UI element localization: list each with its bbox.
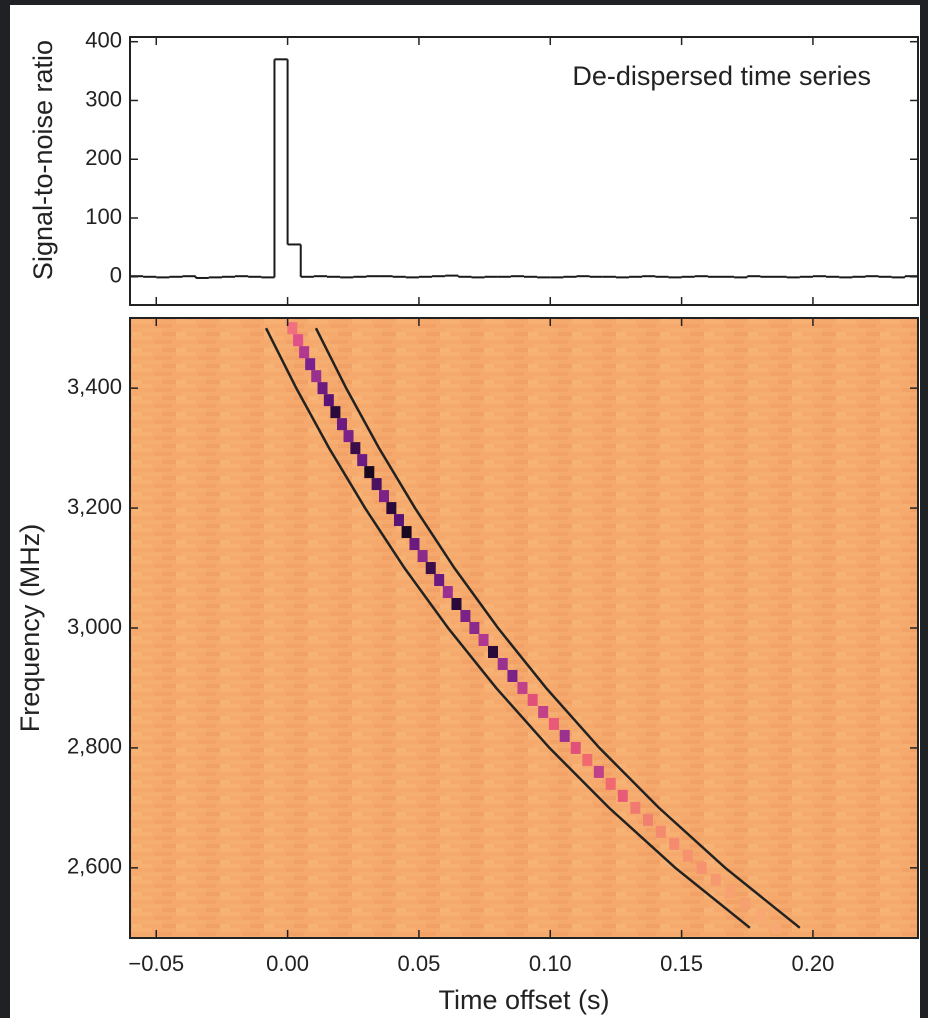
pulse-pixel xyxy=(343,430,354,443)
pulse-pixel xyxy=(442,586,453,599)
plot-frame xyxy=(129,36,919,306)
pulse-pixel xyxy=(287,322,298,335)
pulse-pixel xyxy=(630,801,641,814)
pulse-pixel xyxy=(317,382,328,395)
y-tick-label: 3,400 xyxy=(67,374,122,399)
pulse-pixel xyxy=(570,741,581,754)
pulse-pixel xyxy=(469,622,480,634)
pulse-pixel xyxy=(305,358,316,371)
pulse-pixel xyxy=(323,394,334,407)
pulse-pixel xyxy=(696,861,707,874)
pulse-pixel xyxy=(371,478,382,491)
y-tick-label: 0 xyxy=(110,263,122,288)
pulse-pixel xyxy=(357,454,368,467)
plot-area xyxy=(264,322,801,934)
pulse-pixel xyxy=(771,921,782,934)
pulse-pixel xyxy=(617,789,628,802)
pulse-pixel xyxy=(497,657,508,670)
y-axis-title: Signal-to-noise ratio xyxy=(28,40,58,280)
pulse-pixel xyxy=(548,717,559,730)
pulse-pixel xyxy=(740,897,751,910)
pulse-pixel xyxy=(605,777,616,790)
x-tick-label: 0.00 xyxy=(266,951,309,976)
dispersion-curve xyxy=(264,327,751,929)
heatmap-noise xyxy=(130,318,918,938)
annotation: De-dispersed time series xyxy=(572,61,871,91)
plot-frame xyxy=(129,317,919,939)
pulse-pixel xyxy=(393,514,404,527)
x-tick-label: 0.15 xyxy=(660,951,703,976)
pulse-pixel xyxy=(336,418,347,431)
x-tick-label: 0.05 xyxy=(398,951,441,976)
pulse-pixel xyxy=(350,442,361,455)
y-tick-label: 3,000 xyxy=(67,614,122,639)
pulse-pixel xyxy=(434,574,445,587)
pulse-pixel xyxy=(582,753,593,766)
pulse-pixel xyxy=(311,370,322,383)
x-tick-label: −0.05 xyxy=(128,951,184,976)
x-axis-title: Time offset (s) xyxy=(438,985,609,1015)
y-tick-label: 100 xyxy=(85,204,122,229)
y-tick-label: 2,800 xyxy=(67,734,122,759)
pulse-pixel xyxy=(478,633,489,646)
dispersion-curve xyxy=(314,327,801,929)
pulse-pixel xyxy=(517,681,528,694)
pulse-pixel xyxy=(417,550,428,563)
pulse-pixel xyxy=(593,765,604,778)
pulse-pixel xyxy=(527,693,538,706)
pulse-pixel xyxy=(299,346,310,359)
x-tick-label: 0.20 xyxy=(792,951,835,976)
pulse-pixel xyxy=(330,406,341,419)
x-tick-label: 0.10 xyxy=(529,951,572,976)
pulse-pixel xyxy=(386,502,397,515)
pulse-pixel xyxy=(559,729,570,742)
y-tick-label: 3,200 xyxy=(67,494,122,519)
y-axis-title: Frequency (MHz) xyxy=(15,524,45,733)
pulse-pixel xyxy=(710,873,721,886)
pulse-pixel xyxy=(451,598,462,611)
pulse-pixel xyxy=(655,825,666,838)
pulse-pixel xyxy=(682,849,693,862)
pulse-pixel xyxy=(401,526,412,539)
pulse-pixel xyxy=(755,909,766,922)
pulse-pixel xyxy=(725,885,736,898)
y-tick-label: 2,600 xyxy=(67,854,122,879)
pulse-pixel xyxy=(669,837,680,850)
pulse-pixel xyxy=(488,645,499,658)
pulse-pixel xyxy=(642,813,653,826)
pulse-pixel xyxy=(364,466,375,479)
pulse-pixel xyxy=(460,610,471,623)
pulse-pixel xyxy=(409,538,420,551)
y-tick-label: 200 xyxy=(85,145,122,170)
pulse-pixel xyxy=(378,490,389,503)
pulse-pixel xyxy=(507,669,518,682)
pulse-pixel xyxy=(293,334,304,347)
y-tick-label: 400 xyxy=(85,28,122,53)
y-tick-label: 300 xyxy=(85,86,122,111)
pulse-pixel xyxy=(538,705,549,718)
pulse-pixel xyxy=(425,562,436,575)
